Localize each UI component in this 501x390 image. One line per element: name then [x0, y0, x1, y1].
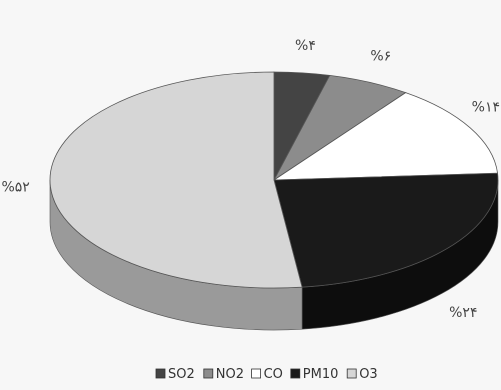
- legend: SO2 NO2 CO PM10 O3: [155, 367, 378, 382]
- legend-label-pm10: PM10: [303, 367, 339, 382]
- legend-swatch-no2: [203, 368, 214, 379]
- slice-label-pm10: %۲۴: [449, 305, 477, 321]
- legend-swatch-so2: [155, 368, 166, 379]
- legend-item-co: CO: [251, 367, 283, 382]
- legend-item-o3: O3: [346, 367, 378, 382]
- slice-label-o3: %۵۲: [1, 180, 29, 196]
- legend-swatch-o3: [346, 368, 357, 379]
- legend-item-no2: NO2: [203, 367, 244, 382]
- legend-item-pm10: PM10: [290, 367, 339, 382]
- legend-label-o3: O3: [359, 367, 378, 382]
- pie-slice-co: [272, 92, 499, 181]
- pie-slice-o3: [49, 71, 303, 289]
- legend-label-co: CO: [264, 367, 283, 382]
- slice-label-so2: %۴: [295, 38, 316, 54]
- legend-swatch-pm10: [290, 368, 301, 379]
- legend-swatch-co: [251, 368, 262, 379]
- legend-label-so2: SO2: [168, 367, 195, 382]
- pie-tops: [49, 71, 499, 289]
- slice-label-co: %۱۴: [472, 100, 500, 116]
- slice-labels: %۴ %۶ %۱۴ %۲۴ %۵۲: [1, 38, 500, 321]
- slice-label-no2: %۶: [370, 49, 391, 65]
- legend-label-no2: NO2: [216, 367, 244, 382]
- legend-item-so2: SO2: [155, 367, 195, 382]
- pie-slice-pm10: [273, 172, 499, 288]
